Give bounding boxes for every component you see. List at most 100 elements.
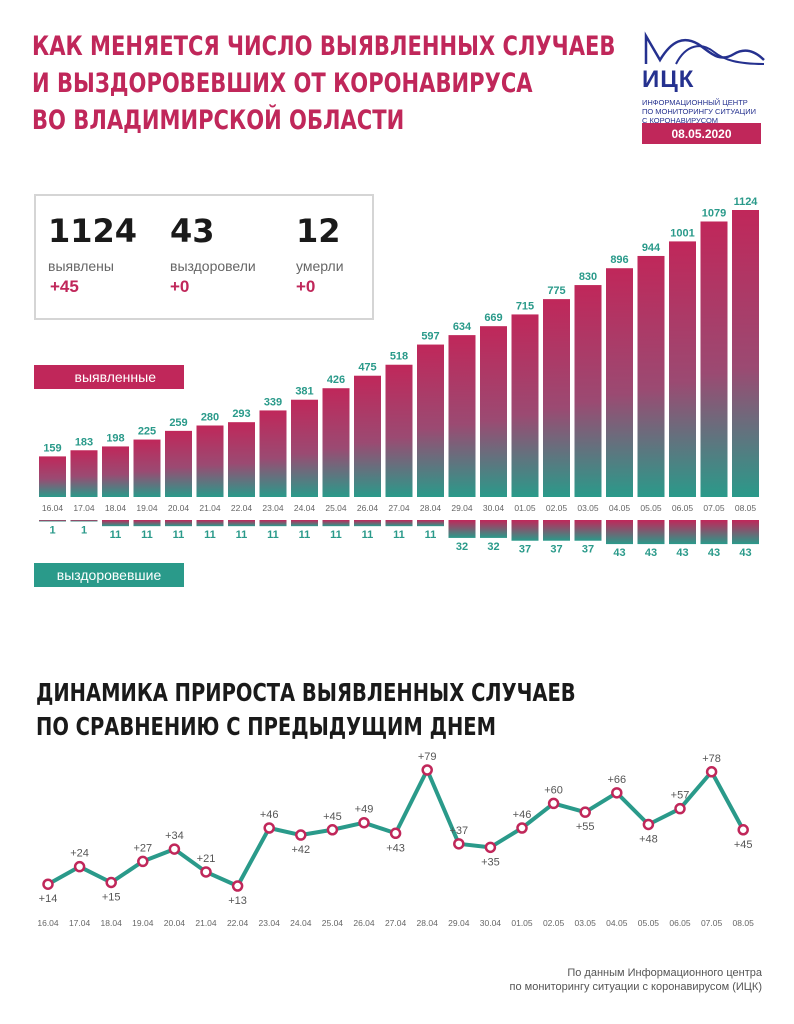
detected-value-label: 896 [610, 254, 628, 266]
detected-value-label: 280 [201, 412, 219, 424]
recovered-bar [322, 520, 350, 527]
detected-value-label: 198 [106, 432, 124, 444]
recovered-bar [39, 520, 66, 522]
logo-wave-icon [644, 31, 765, 65]
detected-value-label: 159 [43, 442, 61, 454]
detected-value-label: 183 [75, 436, 93, 448]
detected-bar [165, 430, 192, 497]
stat-label: выявлены [48, 258, 114, 274]
page-title: КАК МЕНЯЕТСЯ ЧИСЛО ВЫЯВЛЕННЫХ СЛУЧАЕВ И … [32, 28, 615, 139]
growth-point [295, 829, 307, 841]
date-tick-label: 05.05 [640, 503, 662, 513]
growth-value-label: +14 [39, 893, 58, 905]
growth-point [105, 876, 117, 889]
date-tick-label: 29.04 [451, 503, 473, 513]
growth-date-label: 24.04 [290, 918, 312, 928]
recovered-value-label: 11 [362, 529, 374, 541]
logo-desc-line: С КОРОНАВИРУСОМ [642, 116, 719, 125]
recovered-bar [511, 520, 539, 541]
recovered-bar [70, 520, 98, 522]
growth-value-label: +24 [70, 848, 89, 860]
detected-value-label: 597 [421, 331, 439, 343]
growth-date-label: 16.04 [37, 918, 59, 928]
date-tick-label: 23.04 [262, 503, 284, 513]
growth-point [674, 802, 686, 815]
date-tick-label: 18.04 [105, 503, 127, 513]
recovered-bar [385, 520, 413, 527]
stat-label: выздоровели [170, 258, 256, 274]
detected-bar [511, 314, 539, 497]
dynamics-title-line-2: ПО СРАВНЕНИЮ С ПРЕДЫДУЩИМ ДНЕМ [36, 712, 496, 741]
stat-delta: +45 [50, 277, 79, 296]
title-line-1: КАК МЕНЯЕТСЯ ЧИСЛО ВЫЯВЛЕННЫХ СЛУЧАЕВ [32, 31, 616, 62]
date-tick-label: 02.05 [546, 503, 568, 513]
growth-date-label: 30.04 [480, 918, 502, 928]
detected-bar [259, 410, 287, 497]
growth-value-label: +60 [544, 784, 563, 796]
recovered-value-label: 11 [393, 529, 405, 541]
dynamics-title: ДИНАМИКА ПРИРОСТА ВЫЯВЛЕННЫХ СЛУЧАЕВ ПО … [36, 676, 576, 744]
logo-desc-line: ИНФОРМАЦИОННЫЙ ЦЕНТР [642, 98, 748, 107]
growth-line-chart: +14 16.04 +24 17.04 +15 18.04 +27 19.04 +34 20.04… [37, 751, 754, 928]
detected-value-label: 381 [295, 386, 313, 398]
growth-point [484, 841, 497, 854]
recovered-bar [133, 520, 161, 527]
date-tick-label: 22.04 [231, 503, 253, 513]
growth-date-label: 18.04 [101, 918, 123, 928]
growth-point [168, 843, 181, 855]
date-tick-label: 25.04 [325, 503, 347, 513]
growth-point [231, 880, 244, 892]
recovered-bar [259, 520, 287, 527]
detected-value-label: 634 [453, 321, 472, 333]
growth-date-label: 06.05 [669, 918, 691, 928]
recovered-value-label: 43 [645, 547, 657, 559]
recovered-legend-pill: выздоровевшие [34, 563, 184, 587]
date-tick-label: 28.04 [420, 503, 442, 513]
logo-abbr: ИЦК [642, 66, 695, 93]
growth-point [547, 797, 560, 810]
growth-value-label: +15 [102, 891, 121, 903]
detected-value-label: 1079 [702, 207, 726, 219]
growth-date-label: 23.04 [259, 918, 281, 928]
detected-bar [669, 241, 696, 497]
stat-value: 43 [170, 212, 215, 250]
title-line-3: ВО ВЛАДИМИРСКОЙ ОБЛАСТИ [32, 105, 405, 136]
stats-box: 1124 выявлены +45 43 выздоровели +0 12 у… [34, 194, 374, 320]
detected-bar [574, 285, 602, 497]
growth-date-label: 19.04 [132, 918, 154, 928]
detected-bar [448, 335, 476, 497]
growth-date-label: 27.04 [385, 918, 407, 928]
growth-value-label: +42 [291, 844, 310, 856]
detected-value-label: 225 [138, 426, 156, 438]
growth-date-label: 22.04 [227, 918, 249, 928]
detected-value-label: 1124 [734, 196, 759, 208]
detected-bar [385, 364, 413, 497]
logo-description: ИНФОРМАЦИОННЫЙ ЦЕНТР ПО МОНИТОРИНГУ СИТУ… [642, 98, 772, 125]
recovered-value-label: 32 [487, 541, 499, 553]
detected-value-label: 715 [516, 300, 534, 312]
growth-point [137, 855, 149, 868]
detected-bar [480, 326, 507, 497]
detected-bar [417, 344, 444, 497]
recovered-value-label: 1 [81, 525, 87, 537]
growth-date-label: 01.05 [511, 918, 533, 928]
growth-date-label: 02.05 [543, 918, 565, 928]
detected-value-label: 259 [169, 417, 187, 429]
recovered-bar [543, 520, 570, 541]
recovered-value-label: 11 [141, 529, 153, 541]
detected-value-label: 518 [390, 351, 408, 363]
date-tick-label: 01.05 [514, 503, 536, 513]
recovered-bar [228, 520, 255, 527]
source-note: По данным Информационного центра по мони… [510, 966, 762, 994]
detected-bar [732, 210, 759, 497]
recovered-value-label: 37 [550, 544, 562, 556]
growth-date-label: 05.05 [638, 918, 660, 928]
growth-point [326, 824, 339, 836]
date-badge: 08.05.2020 [642, 123, 761, 144]
detected-value-label: 669 [484, 312, 502, 324]
detected-bar [354, 375, 381, 497]
date-tick-label: 06.05 [672, 503, 694, 513]
detected-bar [606, 268, 633, 497]
recovered-bar [700, 520, 728, 545]
recovered-bar [606, 520, 633, 545]
